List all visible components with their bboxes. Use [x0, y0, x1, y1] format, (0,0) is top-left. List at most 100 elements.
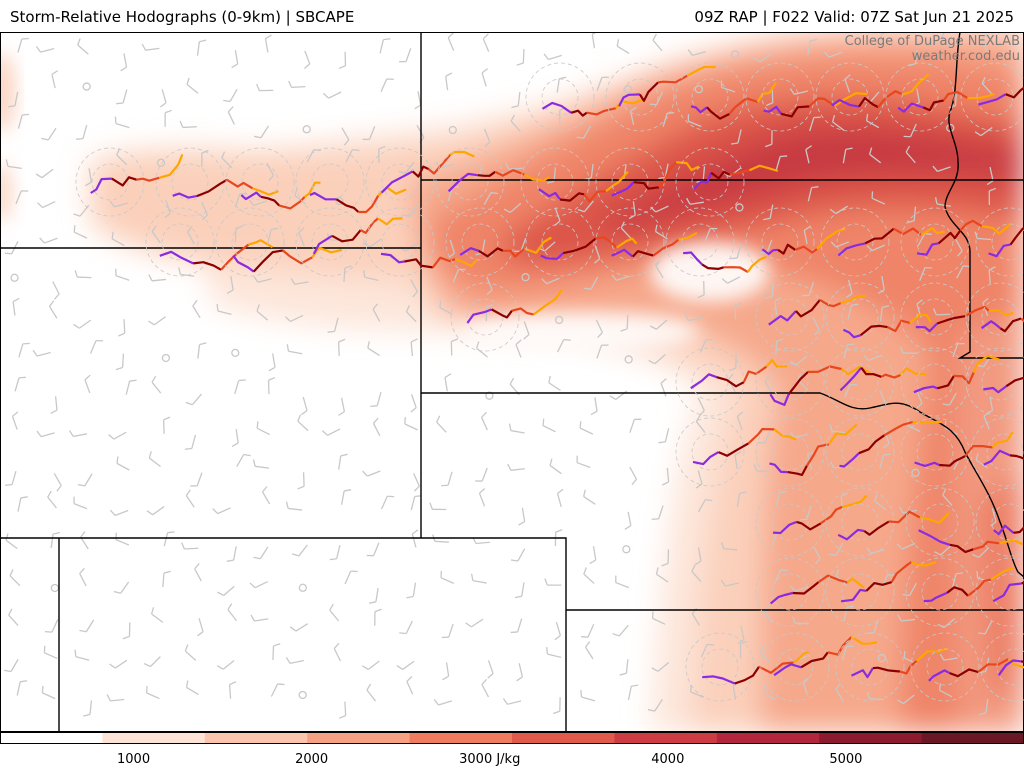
hodograph-segment [777, 243, 797, 255]
wind-barb [979, 698, 989, 716]
wind-barb [396, 660, 415, 670]
hodograph-segment [837, 528, 865, 541]
wind-barb [616, 39, 630, 55]
wind-barb [759, 645, 771, 663]
wind-barb [234, 379, 246, 395]
wind-barb [590, 397, 598, 416]
wind-barb [253, 125, 270, 139]
hodograph-segment [807, 365, 842, 373]
hodograph-segment [983, 449, 1011, 466]
hodograph-segment [939, 455, 966, 467]
wind-barb [615, 575, 630, 589]
hodograph-segment [678, 231, 698, 241]
hodograph-segment [816, 227, 846, 250]
wind-barb [231, 50, 239, 69]
wind-barb [405, 305, 417, 323]
wind-barb [231, 348, 240, 358]
wind-barb [807, 38, 818, 55]
hodograph-segment [887, 319, 911, 333]
title-bar: Storm-Relative Hodographs (0-9km) | SBCA… [0, 0, 1024, 32]
cape-gap [460, 242, 770, 352]
hodograph [435, 147, 550, 217]
hodograph [450, 282, 563, 352]
wind-barb [288, 80, 306, 89]
wind-barb [739, 640, 748, 659]
hodograph-segment [914, 461, 940, 467]
wind-barb [184, 434, 197, 450]
wind-barb [934, 545, 952, 556]
wind-barb [338, 701, 347, 719]
hodograph-segment [605, 170, 629, 193]
hodograph-segment [763, 105, 782, 115]
credit-line-2: weather.cod.edu [911, 49, 1020, 64]
wind-barb [687, 49, 707, 56]
hodograph-segment [758, 661, 794, 674]
hodograph-segment [595, 236, 618, 249]
wind-barb [482, 33, 490, 52]
wind-barb [485, 391, 494, 400]
hodograph-segment [541, 101, 572, 114]
hodograph-segment [523, 173, 550, 182]
cape-shading-west [0, 52, 16, 222]
hodograph-segment [819, 298, 842, 308]
hodograph-segment [839, 366, 863, 392]
hodograph-segment [913, 385, 938, 394]
wind-barb [268, 353, 276, 372]
hodograph-segment [279, 196, 306, 210]
hodograph-segment [980, 320, 1002, 330]
wind-barb [730, 129, 742, 145]
hodograph-segment [706, 106, 730, 120]
wind-barb [106, 694, 125, 702]
wind-barb [510, 114, 521, 133]
hodograph-segment [915, 647, 948, 662]
wind-barb [611, 274, 630, 281]
wind-barb [487, 660, 494, 679]
hodograph [900, 347, 1000, 417]
hodograph [75, 147, 184, 217]
hodograph-segment [562, 237, 597, 255]
wind-barb [148, 451, 161, 467]
hodograph [755, 347, 871, 417]
hodograph-segment [652, 238, 680, 257]
wind-barb [410, 279, 418, 298]
wind-barb [162, 570, 171, 588]
wind-barb [297, 472, 305, 490]
colorbar-segment [819, 732, 923, 744]
hodograph-segment [454, 258, 478, 268]
wind-barb [302, 125, 311, 134]
wind-barb [982, 297, 989, 317]
wind-barb [201, 201, 208, 221]
wind-barb [374, 608, 382, 626]
hodograph-segment [877, 90, 903, 108]
hodograph-segment [846, 577, 865, 589]
hodograph-segment [718, 442, 749, 457]
wind-barb [321, 428, 341, 436]
wind-barb [180, 542, 199, 550]
wind-barb [444, 373, 452, 392]
wind-barb [286, 344, 303, 355]
hodograph-segment [840, 294, 867, 305]
wind-barb [883, 430, 890, 449]
wind-barb [792, 616, 810, 625]
wind-barb [75, 124, 88, 140]
hodograph-segment [928, 669, 951, 682]
hodograph-segment [999, 317, 1022, 333]
wind-barb [338, 51, 347, 70]
hodograph-segment [638, 81, 659, 102]
wind-barb [178, 267, 195, 277]
wind-barb [44, 619, 59, 633]
hodograph-segment [570, 109, 588, 117]
wind-barb [775, 155, 788, 171]
wind-barb [902, 582, 917, 597]
hodograph-segment [723, 266, 749, 273]
wind-barb [290, 277, 309, 285]
wind-barb [583, 567, 595, 584]
wind-barb [227, 106, 235, 125]
hodograph-segment [787, 465, 808, 476]
hodograph-segment [358, 195, 380, 214]
wind-barb [338, 397, 346, 416]
wind-barb [649, 91, 664, 106]
wind-barb [234, 193, 247, 208]
wind-barb [256, 83, 274, 92]
wind-barb [764, 375, 773, 394]
